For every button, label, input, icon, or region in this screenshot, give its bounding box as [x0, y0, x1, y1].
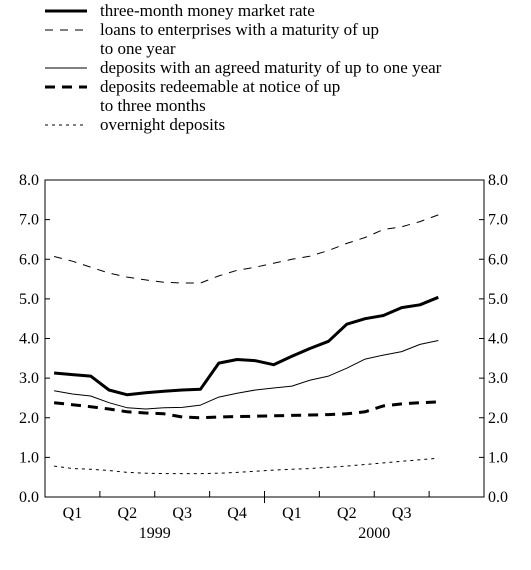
ytick-left-label-6: 6.0	[19, 251, 39, 268]
series-line-3	[53, 400, 439, 420]
ytick-left-label-4: 4.0	[19, 331, 39, 348]
legend-label-4-0: overnight deposits	[100, 115, 225, 134]
ytick-left-label-2: 2.0	[19, 410, 39, 427]
ytick-right-label-4: 4.0	[488, 331, 508, 348]
legend-label-3-1: to three months	[100, 96, 206, 115]
ytick-left-label-8: 8.0	[19, 172, 39, 189]
quarter-label-6: Q3	[392, 505, 412, 522]
quarter-label-1: Q2	[118, 505, 138, 522]
quarter-label-5: Q2	[337, 505, 357, 522]
quarter-label-0: Q1	[63, 505, 83, 522]
ytick-right-label-7: 7.0	[488, 212, 508, 229]
ytick-left-label-1: 1.0	[19, 449, 39, 466]
series-line-4	[54, 457, 439, 475]
ytick-left-label-7: 7.0	[19, 212, 39, 229]
legend-label-0-0: three-month money market rate	[100, 1, 315, 20]
quarter-label-2: Q3	[172, 505, 192, 522]
legend-label-3-0: deposits redeemable at notice of up	[100, 77, 340, 96]
series-group	[53, 214, 439, 475]
ytick-right-label-8: 8.0	[488, 172, 508, 189]
ytick-right-label-5: 5.0	[488, 291, 508, 308]
ytick-right-label-2: 2.0	[488, 410, 508, 427]
plot-frame	[44, 179, 485, 498]
ytick-left-label-0: 0.0	[19, 489, 39, 506]
series-line-0	[53, 295, 439, 397]
year-label-1: 2000	[358, 525, 390, 542]
axes: 0.0 0.0 1.0 1.0 2.0 2.0 3.0 3.0 4.0 4.0 5.0 5.0 6.0 6…	[19, 172, 508, 542]
legend-label-1-0: loans to enterprises with a maturity of …	[100, 20, 379, 39]
legend-label-2-0: deposits with an agreed maturity of up t…	[100, 58, 442, 77]
quarter-label-3: Q4	[227, 505, 247, 522]
series-line-2	[54, 340, 439, 410]
ytick-left-label-5: 5.0	[19, 291, 39, 308]
ytick-right-label-1: 1.0	[488, 449, 508, 466]
ytick-right-label-6: 6.0	[488, 251, 508, 268]
ytick-left-label-3: 3.0	[19, 370, 39, 387]
legend-label-1-1: to one year	[100, 39, 176, 58]
ytick-right-label-3: 3.0	[488, 370, 508, 387]
year-label-0: 1999	[139, 525, 171, 542]
series-line-1	[53, 214, 439, 284]
quarter-label-4: Q1	[282, 505, 302, 522]
ytick-right-label-0: 0.0	[488, 489, 508, 506]
